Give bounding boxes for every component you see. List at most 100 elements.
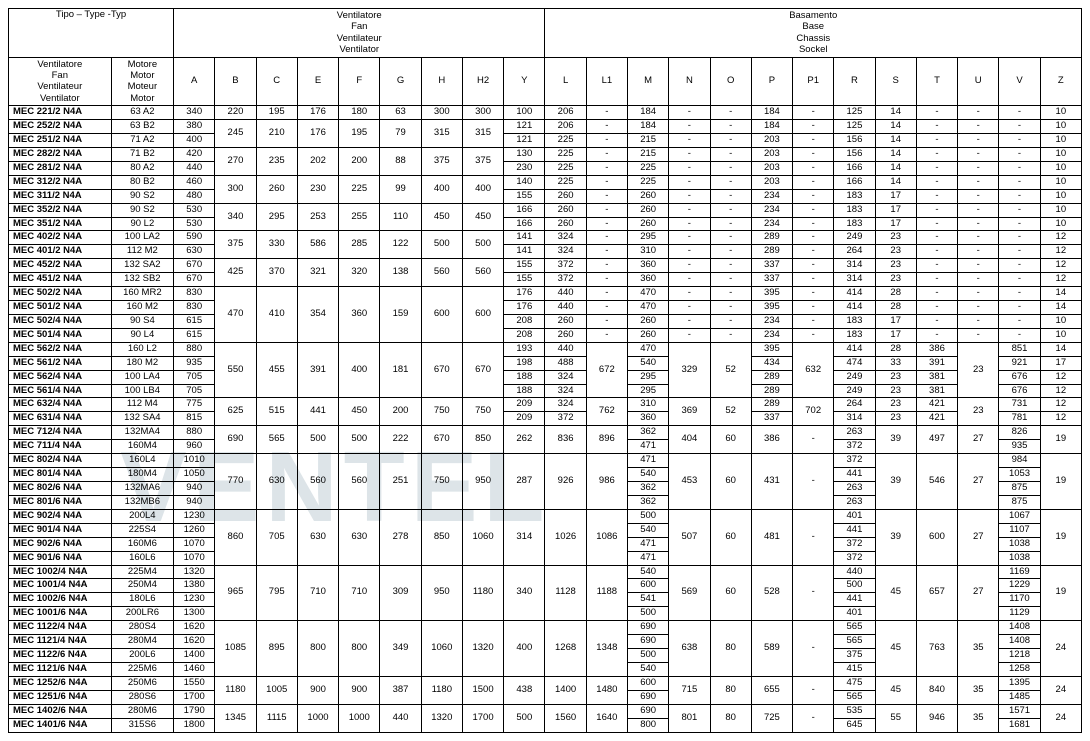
cell: - xyxy=(710,245,751,259)
fan-col: 176 xyxy=(297,120,338,148)
cell: 28 xyxy=(875,301,916,315)
model: MEC 711/4 N4A xyxy=(9,440,112,454)
val-A: 1400 xyxy=(174,649,215,663)
cell: - xyxy=(586,189,627,203)
fan-col: 340 xyxy=(504,565,545,621)
fan-col: 450 xyxy=(339,398,380,426)
table-row: MEC 802/4 N4A160L41010770630560560251750… xyxy=(9,454,1082,468)
fan-col: 360 xyxy=(339,287,380,343)
fan-col: 262 xyxy=(504,426,545,454)
cell: - xyxy=(793,106,834,120)
model: MEC 561/2 N4A xyxy=(9,356,112,370)
R: 565 xyxy=(834,635,875,649)
fan-col: 560 xyxy=(339,454,380,510)
model: MEC 351/2 N4A xyxy=(9,217,112,231)
motor: 160L4 xyxy=(111,454,173,468)
cell: 10 xyxy=(1040,147,1081,161)
U: 27 xyxy=(958,454,999,510)
model: MEC 562/2 N4A xyxy=(9,342,112,356)
V: 1038 xyxy=(999,551,1040,565)
M: 362 xyxy=(627,482,668,496)
motor: 225S4 xyxy=(111,523,173,537)
cell: - xyxy=(958,273,999,287)
T: 946 xyxy=(916,704,957,732)
cell: 193 xyxy=(504,342,545,356)
table-row: MEC 502/2 N4A160 MR283047041035436015960… xyxy=(9,287,1082,301)
cell: - xyxy=(586,161,627,175)
cell: - xyxy=(958,245,999,259)
table-row: MEC 502/4 N4A90 S4615208260-260--234-183… xyxy=(9,314,1082,328)
col-H: H xyxy=(421,57,462,106)
cell: 225 xyxy=(545,161,586,175)
cell: 141 xyxy=(504,245,545,259)
cell: - xyxy=(669,133,710,147)
motor: 160L6 xyxy=(111,551,173,565)
S: 39 xyxy=(875,454,916,510)
motor: 180 M2 xyxy=(111,356,173,370)
cell: 183 xyxy=(834,203,875,217)
fan-col: 795 xyxy=(256,565,297,621)
model: MEC 1122/6 N4A xyxy=(9,649,112,663)
cell: 14 xyxy=(875,147,916,161)
R: 263 xyxy=(834,495,875,509)
motor: 200LR6 xyxy=(111,607,173,621)
cell: 23 xyxy=(875,231,916,245)
cell: 183 xyxy=(834,189,875,203)
fan-col: 400 xyxy=(504,621,545,677)
val-A: 1460 xyxy=(174,663,215,677)
M: 600 xyxy=(627,676,668,690)
fan-col: 1320 xyxy=(421,704,462,732)
val-A: 340 xyxy=(174,106,215,120)
cell: - xyxy=(710,189,751,203)
cell: 156 xyxy=(834,147,875,161)
S: 45 xyxy=(875,565,916,621)
val-A: 935 xyxy=(174,356,215,370)
fan-col: 400 xyxy=(421,175,462,203)
col-Z: Z xyxy=(1040,57,1081,106)
cell: - xyxy=(958,231,999,245)
cell: - xyxy=(999,259,1040,273)
fan-col: 900 xyxy=(297,676,338,704)
model: MEC 281/2 N4A xyxy=(9,161,112,175)
cell: 260 xyxy=(627,314,668,328)
M: 540 xyxy=(627,565,668,579)
T: 657 xyxy=(916,565,957,621)
cell: 203 xyxy=(751,161,792,175)
table-row: MEC 221/2 N4A63 A23402201951761806330030… xyxy=(9,106,1082,120)
fan-col: 285 xyxy=(339,231,380,259)
cell: 395 xyxy=(751,301,792,315)
table-row: MEC 352/2 N4A90 S25303402952532551104504… xyxy=(9,203,1082,217)
Z: 19 xyxy=(1040,454,1081,510)
model: MEC 562/4 N4A xyxy=(9,370,112,384)
L1: 1640 xyxy=(586,704,627,732)
L1: 672 xyxy=(586,342,627,398)
O: 80 xyxy=(710,621,751,677)
P: 481 xyxy=(751,509,792,565)
cell: - xyxy=(586,301,627,315)
cell: - xyxy=(586,217,627,231)
fan-col: 225 xyxy=(339,175,380,203)
T: 421 xyxy=(916,412,957,426)
Z: 14 xyxy=(1040,342,1081,356)
col-P1: P1 xyxy=(793,57,834,106)
cell: - xyxy=(999,189,1040,203)
Z: 12 xyxy=(1040,370,1081,384)
fan-col: 1500 xyxy=(462,676,503,704)
Z: 19 xyxy=(1040,565,1081,621)
motor: 132MA4 xyxy=(111,426,173,440)
motor: 180M4 xyxy=(111,468,173,482)
table-row: MEC 561/2 N4A180 M2935198488540434474333… xyxy=(9,356,1082,370)
cell: - xyxy=(586,259,627,273)
M: 471 xyxy=(627,454,668,468)
O: 60 xyxy=(710,426,751,454)
cell: 440 xyxy=(545,301,586,315)
val-A: 815 xyxy=(174,412,215,426)
fan-col: 315 xyxy=(462,120,503,148)
motor: 100 LA2 xyxy=(111,231,173,245)
fan-col: 950 xyxy=(421,565,462,621)
T: 840 xyxy=(916,676,957,704)
cell: - xyxy=(793,120,834,134)
val-A: 1070 xyxy=(174,537,215,551)
V: 1107 xyxy=(999,523,1040,537)
cell: - xyxy=(710,203,751,217)
